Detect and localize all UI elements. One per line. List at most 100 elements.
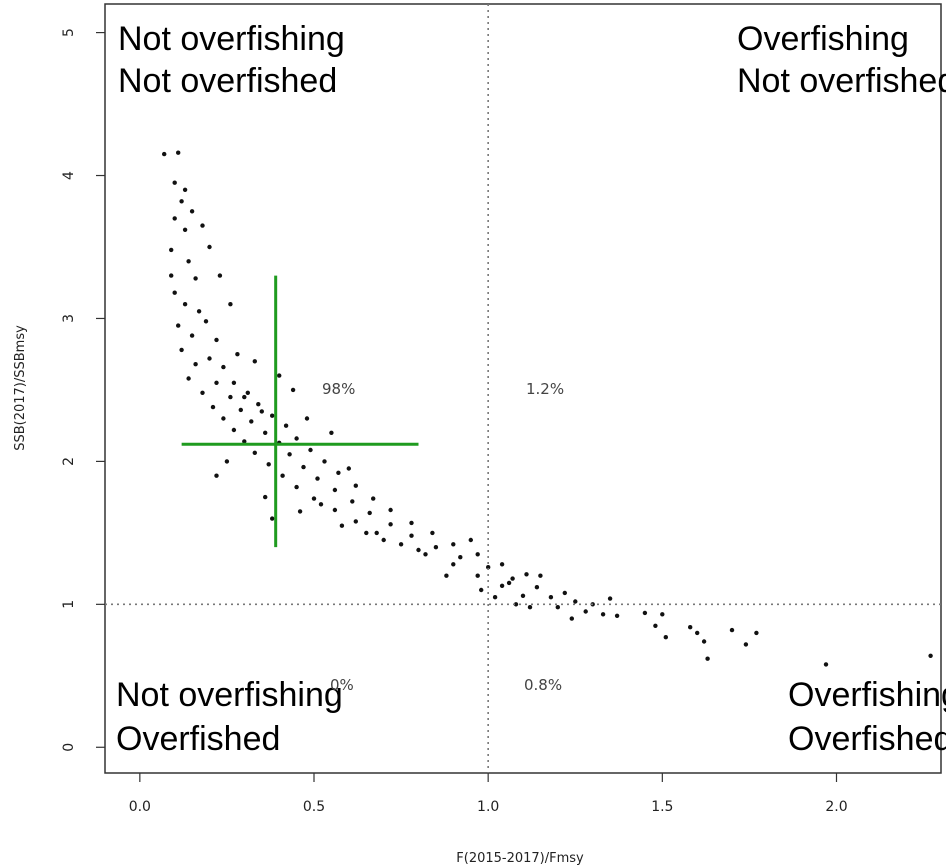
data-point <box>308 447 313 453</box>
data-point <box>705 656 710 661</box>
data-point <box>221 416 226 421</box>
data-point <box>249 419 254 424</box>
data-point <box>176 150 181 155</box>
data-point <box>228 302 233 307</box>
data-point <box>294 436 299 441</box>
y-tick-label: 3 <box>61 314 77 323</box>
data-point <box>207 356 212 361</box>
quadrant-label-top-right-line1: Overfishing <box>737 20 909 58</box>
data-point <box>186 259 191 264</box>
quadrant-label-top-right-line2: Not overfished <box>737 62 946 100</box>
data-point <box>231 380 237 385</box>
data-point <box>169 273 174 278</box>
data-point <box>189 333 195 338</box>
data-point <box>283 423 289 428</box>
data-point <box>506 580 512 586</box>
pct-top-left: 98% <box>322 380 355 398</box>
pct-top-right: 1.2% <box>526 380 564 398</box>
data-point <box>214 380 219 385</box>
data-point <box>256 402 261 407</box>
data-point <box>663 635 668 640</box>
data-point <box>538 573 543 578</box>
x-tick-label: 1.0 <box>477 799 499 815</box>
data-point <box>318 502 324 507</box>
data-point <box>743 642 749 647</box>
data-point <box>423 552 428 557</box>
data-point <box>207 244 212 250</box>
data-point <box>527 605 533 610</box>
data-point <box>388 522 393 527</box>
y-tick-label: 4 <box>61 171 77 180</box>
data-point <box>458 555 463 560</box>
y-tick-label: 5 <box>61 28 77 37</box>
data-point <box>287 452 292 457</box>
data-point <box>499 583 505 588</box>
data-point <box>614 613 620 618</box>
data-point <box>169 247 174 253</box>
x-tick-label: 0.5 <box>303 799 325 815</box>
data-point <box>189 209 195 214</box>
data-point <box>451 562 456 567</box>
y-axis-title: SSB(2017)/SSBmsy <box>13 325 28 451</box>
data-point <box>252 359 257 364</box>
y-axis: 0 1 2 3 4 5 <box>61 28 105 752</box>
point-estimate-crosshair <box>181 275 419 548</box>
data-point <box>311 496 317 501</box>
quadrant-label-bottom-left-line2: Overfished <box>116 720 280 758</box>
data-point <box>179 199 184 204</box>
data-point <box>451 542 456 547</box>
data-point <box>486 565 491 570</box>
data-point <box>235 352 240 357</box>
data-point <box>270 516 275 521</box>
data-point <box>266 462 271 467</box>
data-point <box>217 273 223 278</box>
data-point <box>172 216 177 221</box>
data-point <box>475 573 480 578</box>
data-point <box>221 364 226 370</box>
data-point <box>332 507 338 513</box>
data-point <box>823 662 829 667</box>
data-point <box>290 387 296 393</box>
data-point <box>729 627 735 633</box>
data-point <box>346 466 351 471</box>
data-point <box>280 473 285 478</box>
data-point <box>569 616 574 621</box>
data-point <box>297 509 303 514</box>
data-point <box>329 430 334 435</box>
data-point <box>172 290 177 295</box>
data-point <box>172 180 177 185</box>
data-point <box>433 545 439 550</box>
data-point <box>353 519 358 524</box>
data-point <box>430 530 435 536</box>
data-point <box>176 323 181 328</box>
data-point <box>214 337 219 343</box>
data-point <box>492 595 498 600</box>
data-point <box>322 459 327 464</box>
data-point <box>242 439 247 444</box>
pct-bottom-left: 0% <box>330 676 354 694</box>
data-point <box>510 576 515 581</box>
data-point <box>238 407 243 413</box>
data-point <box>263 430 268 435</box>
y-tick-label: 1 <box>61 600 77 609</box>
data-point <box>245 390 250 395</box>
pct-bottom-right: 0.8% <box>524 676 562 694</box>
data-point <box>304 416 310 421</box>
data-point <box>263 494 268 500</box>
reference-lines <box>105 4 941 773</box>
quadrant-label-bottom-right-line2: Overfished <box>788 720 946 758</box>
data-point <box>534 585 540 590</box>
data-point <box>583 609 588 614</box>
data-point <box>228 394 233 400</box>
data-point <box>513 602 519 607</box>
data-point <box>928 653 933 658</box>
data-point <box>468 537 473 543</box>
y-tick-label: 0 <box>61 743 77 752</box>
data-point <box>367 510 372 516</box>
data-point <box>562 590 567 596</box>
quadrant-label-top-left-line1: Not overfishing <box>118 20 345 58</box>
data-point <box>332 487 338 493</box>
data-point <box>193 276 198 281</box>
x-tick-label: 2.0 <box>825 799 847 815</box>
